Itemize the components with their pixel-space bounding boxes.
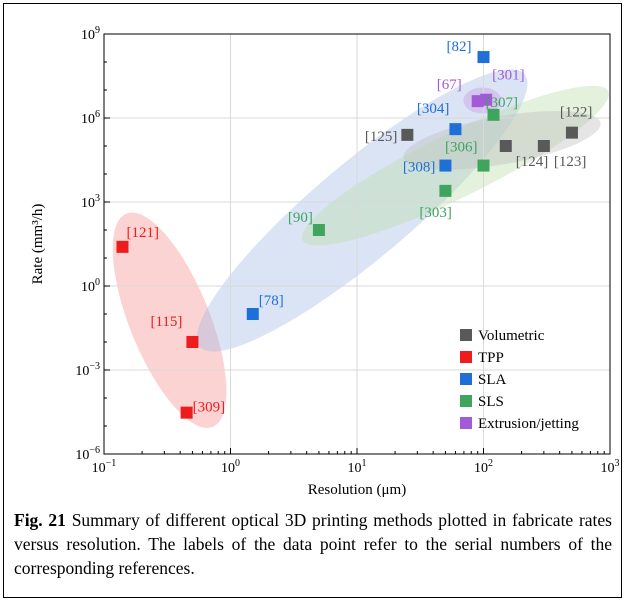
y-tick-label: 100 bbox=[81, 277, 100, 295]
point-volumetric bbox=[565, 126, 578, 139]
point-label: [121] bbox=[126, 225, 159, 241]
point-volumetric bbox=[499, 140, 512, 152]
legend-label: SLS bbox=[478, 394, 504, 410]
y-tick-label: 10−6 bbox=[75, 445, 100, 463]
point-label: [306] bbox=[445, 140, 478, 156]
point-label: [125] bbox=[365, 129, 398, 145]
x-tick-label: 101 bbox=[348, 458, 367, 476]
point-tpp bbox=[180, 406, 193, 419]
legend: Volumetric TPP SLA SLS Extrusion/jetting bbox=[460, 328, 579, 432]
point-tpp bbox=[116, 240, 129, 253]
y-tick-label: 10−3 bbox=[75, 361, 100, 379]
figure-number: Fig. 21 bbox=[14, 510, 66, 530]
point-label: [78] bbox=[259, 293, 284, 309]
point-label: [90] bbox=[288, 210, 313, 226]
legend-label: TPP bbox=[478, 350, 504, 366]
caption-text: Summary of different optical 3D printing… bbox=[14, 510, 612, 578]
grid-lines bbox=[104, 34, 610, 454]
x-axis-label: Resolution (μm) bbox=[308, 482, 406, 498]
region-tpp bbox=[112, 212, 227, 428]
legend-swatch bbox=[460, 351, 472, 363]
point-label: [122] bbox=[560, 105, 593, 121]
point-sls bbox=[477, 159, 490, 172]
legend-swatch bbox=[460, 329, 472, 341]
point-sla bbox=[439, 159, 452, 172]
point-label: [303] bbox=[419, 205, 452, 221]
region-sls bbox=[301, 85, 609, 246]
data-points bbox=[116, 51, 578, 419]
legend-swatch bbox=[460, 373, 472, 385]
point-sla bbox=[449, 123, 462, 136]
axis-ticks bbox=[103, 33, 611, 455]
figure-frame bbox=[3, 3, 622, 598]
point-label: [307] bbox=[486, 95, 519, 111]
y-tick-label: 106 bbox=[81, 109, 100, 127]
x-tick-label: 10−1 bbox=[92, 458, 117, 476]
figure-caption: Fig. 21 Summary of different optical 3D … bbox=[14, 508, 612, 580]
region-ellipses bbox=[112, 69, 609, 428]
legend-label: Volumetric bbox=[478, 328, 545, 344]
point-volumetric bbox=[401, 128, 414, 141]
y-tick-label: 103 bbox=[81, 193, 100, 211]
legend-swatch bbox=[460, 395, 472, 407]
y-tick-label: 109 bbox=[81, 25, 100, 43]
point-label: [308] bbox=[403, 160, 436, 176]
scatter-chart: 10−1 100 101 102 103 10−6 10−3 100 103 106 109 [12… bbox=[30, 25, 620, 498]
point-label: [82] bbox=[447, 39, 472, 55]
x-tick-label: 100 bbox=[221, 458, 240, 476]
point-label: [67] bbox=[437, 77, 462, 93]
point-volumetric bbox=[537, 140, 550, 152]
x-tick-label: 103 bbox=[601, 458, 620, 476]
point-label: [304] bbox=[417, 101, 450, 117]
point-sla bbox=[246, 308, 259, 320]
point-extrusion-jetting bbox=[480, 93, 493, 106]
point-label: [309] bbox=[193, 400, 226, 416]
point-sls bbox=[487, 108, 500, 121]
point-sla bbox=[477, 51, 490, 64]
legend-swatch bbox=[460, 417, 472, 429]
x-tick-label: 102 bbox=[474, 458, 493, 476]
legend-label: SLA bbox=[478, 372, 507, 388]
point-label: [301] bbox=[492, 68, 524, 84]
point-sls bbox=[439, 184, 452, 197]
point-tpp bbox=[186, 336, 199, 348]
region-sla bbox=[196, 69, 528, 352]
point-label: [124] bbox=[516, 154, 549, 170]
point-label: [115] bbox=[150, 314, 182, 330]
y-axis-label: Rate (mm³/h) bbox=[30, 204, 46, 285]
point-sls bbox=[312, 224, 325, 236]
point-labels: [125] [124] [123] [122] [121] [115] [309] [82] [… bbox=[126, 39, 592, 416]
legend-label: Extrusion/jetting bbox=[478, 416, 579, 432]
tick-labels: 10−1 100 101 102 103 10−6 10−3 100 103 106 109 bbox=[75, 25, 619, 476]
point-label: [123] bbox=[554, 154, 587, 170]
